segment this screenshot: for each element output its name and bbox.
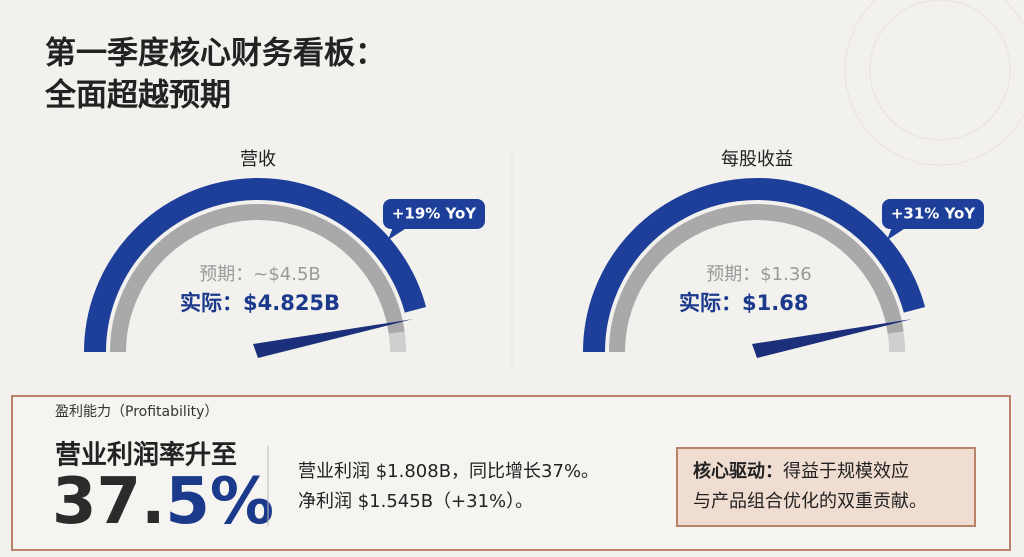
driver-label: 核心驱动：	[693, 460, 783, 482]
gauge-arc	[583, 178, 926, 353]
needle	[253, 319, 413, 358]
needle	[752, 319, 912, 358]
section-label: 盈利能力（Profitability）	[55, 404, 218, 420]
badge-tail	[388, 227, 408, 240]
driver-box	[676, 447, 976, 527]
title: 第一季度核心财务看板：	[45, 36, 386, 72]
actual-label: 实际：	[679, 291, 742, 315]
detail: 净利润 $1.545B（+31%）。	[298, 491, 533, 512]
badge-text: +19% YoY	[392, 205, 477, 223]
badge-tail	[887, 227, 907, 240]
expected: 预期：$1.36	[706, 264, 812, 285]
big-value-main: 37.	[52, 465, 165, 539]
actual-label: 实际：	[180, 291, 243, 315]
title: 全面超越预期	[44, 78, 231, 114]
driver-text: 得益于规模效应	[783, 461, 909, 482]
gauge-track-inner	[609, 204, 904, 353]
actual-value: $1.68	[742, 291, 808, 315]
expected: 预期：~$4.5B	[199, 264, 321, 285]
big-value: 37.5%	[52, 465, 274, 539]
driver: 核心驱动：得益于规模效应	[693, 460, 909, 482]
gauge-arc	[84, 178, 427, 353]
gauge-track-inner	[110, 204, 405, 353]
big-value-accent: 5%	[165, 465, 274, 539]
badge	[383, 199, 485, 229]
actual: 实际：$1.68	[679, 291, 808, 315]
gauge-label: 每股收益	[721, 149, 793, 170]
decor	[511, 0, 1024, 370]
gauge-label: 营收	[240, 149, 276, 170]
actual: 实际：$4.825B	[180, 291, 340, 315]
badge-text: +31% YoY	[891, 205, 976, 223]
headline: 营业利润率升至	[55, 440, 237, 471]
driver-text: 与产品组合优化的双重贡献。	[693, 491, 927, 512]
badge	[882, 199, 984, 229]
actual-value: $4.825B	[243, 291, 340, 315]
detail: 营业利润 $1.808B，同比增长37%。	[298, 461, 599, 482]
